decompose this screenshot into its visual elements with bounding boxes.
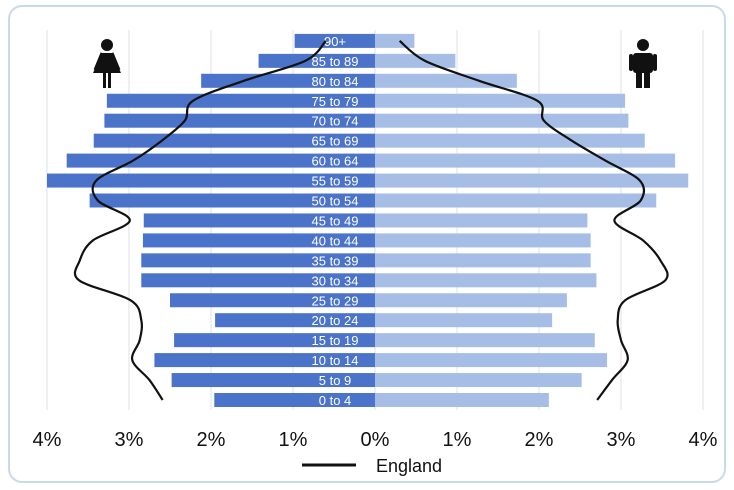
age-group-label: 80 to 84 <box>312 74 359 89</box>
age-group-label: 55 to 59 <box>312 174 359 189</box>
x-tick-label: 2% <box>525 429 554 451</box>
bar-male <box>375 73 517 88</box>
bar-male <box>375 253 591 268</box>
age-group-label: 35 to 39 <box>312 253 359 268</box>
bar-male <box>375 153 676 168</box>
bar-male <box>375 113 629 128</box>
england-line-female <box>73 40 327 401</box>
legend: England <box>302 456 442 476</box>
bar-male <box>375 333 595 348</box>
bar-female <box>93 133 376 148</box>
age-group-label: 90+ <box>324 34 346 49</box>
age-group-label: 20 to 24 <box>312 313 359 328</box>
bar-female <box>294 33 375 48</box>
bar-female <box>215 313 375 328</box>
bar-female <box>214 393 375 407</box>
age-group-label: 45 to 49 <box>312 213 359 228</box>
bar-female <box>143 213 375 228</box>
bar-male <box>375 93 626 108</box>
gender-icons <box>93 39 657 88</box>
age-group-label: 30 to 34 <box>312 273 359 288</box>
age-group-label: 40 to 44 <box>312 233 359 248</box>
age-labels: 0 to 4 5 to 9 10 to 14 15 to 19 20 to 24 25 t… <box>312 34 359 408</box>
bar-female <box>106 93 376 108</box>
bar-male <box>375 393 549 407</box>
x-tick-label: 4% <box>33 429 62 451</box>
x-tick-label: 3% <box>115 429 144 451</box>
legend-label-england: England <box>376 456 442 476</box>
x-tick-label: 1% <box>279 429 308 451</box>
bar-female <box>170 293 375 308</box>
bar-male <box>375 193 657 208</box>
bar-female <box>154 353 375 368</box>
bar-female <box>258 53 375 68</box>
bar-male <box>375 173 689 188</box>
bar-male <box>375 273 597 288</box>
bar-female <box>47 173 375 188</box>
bar-female <box>201 73 375 88</box>
bars <box>47 33 689 407</box>
age-group-label: 0 to 4 <box>319 393 352 408</box>
bar-male <box>375 213 588 228</box>
england-lines <box>73 40 669 401</box>
age-group-label: 5 to 9 <box>319 373 352 388</box>
bar-male <box>375 133 645 148</box>
x-axis-ticks: 4% 3% 2% 1% 0% 1% 2% 3% 4% <box>33 429 718 451</box>
bar-male <box>375 293 567 308</box>
x-tick-label: 0% <box>361 429 390 451</box>
bar-female <box>141 273 375 288</box>
age-group-label: 15 to 19 <box>312 333 359 348</box>
bar-female <box>141 253 375 268</box>
bar-male <box>375 233 591 248</box>
x-tick-label: 2% <box>197 429 226 451</box>
age-group-label: 10 to 14 <box>312 353 359 368</box>
bar-male <box>375 33 415 48</box>
bar-male <box>375 313 553 328</box>
x-tick-label: 4% <box>689 429 718 451</box>
bar-female <box>66 153 376 168</box>
female-icon <box>93 39 121 88</box>
x-tick-label: 3% <box>607 429 636 451</box>
bar-female <box>174 333 375 348</box>
bar-female <box>104 113 376 128</box>
x-tick-label: 1% <box>443 429 472 451</box>
bar-female <box>171 373 375 388</box>
bar-female <box>89 193 375 208</box>
age-group-label: 65 to 69 <box>312 134 359 149</box>
age-group-label: 75 to 79 <box>312 94 359 109</box>
age-group-label: 50 to 54 <box>312 194 359 209</box>
bar-male <box>375 353 608 368</box>
age-group-label: 70 to 74 <box>312 114 359 129</box>
england-line-male <box>398 40 669 401</box>
male-icon <box>629 39 657 88</box>
age-group-label: 85 to 89 <box>312 54 359 69</box>
bar-female <box>142 233 375 248</box>
age-group-label: 25 to 29 <box>312 293 359 308</box>
bar-male <box>375 373 582 388</box>
age-group-label: 60 to 64 <box>312 154 359 169</box>
